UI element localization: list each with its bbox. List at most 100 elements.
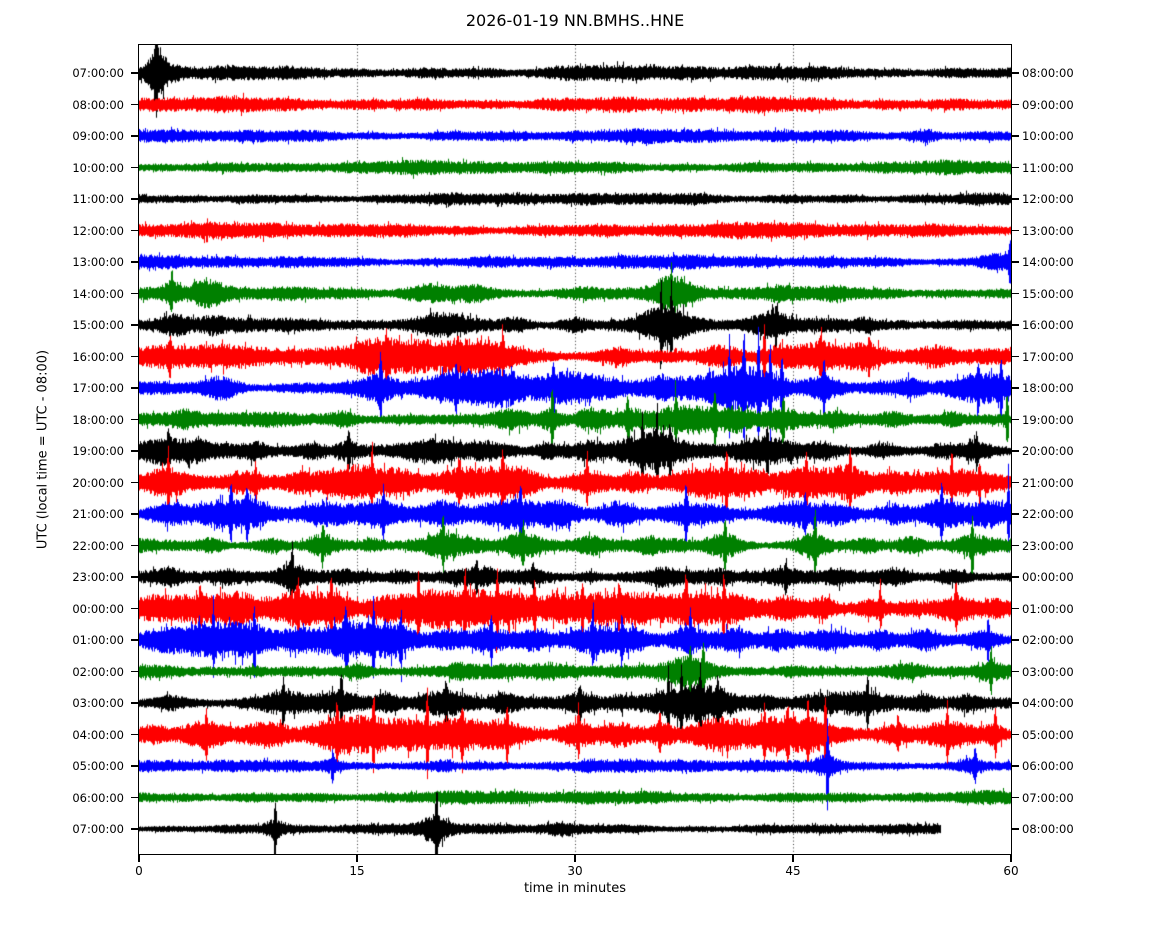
- y-tick-mark-left: [131, 765, 138, 767]
- y-tick-mark-right: [1012, 292, 1019, 295]
- y-tick-label-end-time: 08:00:00: [1022, 66, 1074, 80]
- y-tick-mark-left: [131, 135, 138, 137]
- y-tick-label-utc: 03:00:00: [72, 696, 124, 710]
- y-tick-mark-left: [131, 607, 138, 610]
- y-tick-mark-left: [131, 229, 138, 232]
- x-axis-label: time in minutes: [523, 881, 627, 896]
- y-tick-mark-right: [1012, 702, 1019, 704]
- y-tick-mark-right: [1012, 418, 1019, 421]
- y-tick-mark-right: [1012, 72, 1019, 74]
- x-tick-mark: [1010, 855, 1012, 862]
- x-tick-mark: [356, 855, 358, 862]
- y-tick-mark-left: [131, 796, 138, 799]
- y-tick-label-end-time: 07:00:00: [1022, 790, 1074, 805]
- x-tick-label: 45: [785, 864, 801, 878]
- y-tick-label-end-time: 03:00:00: [1022, 664, 1074, 679]
- y-tick-mark-left: [131, 576, 138, 578]
- x-tick-label: 0: [135, 864, 143, 878]
- y-tick-label-utc: 05:00:00: [72, 759, 124, 773]
- y-tick-mark-right: [1012, 513, 1019, 515]
- y-tick-mark-right: [1012, 670, 1019, 673]
- y-tick-mark-left: [131, 544, 138, 547]
- y-tick-label-end-time: 04:00:00: [1022, 696, 1074, 710]
- y-tick-label-end-time: 13:00:00: [1022, 223, 1074, 238]
- y-tick-label-utc: 17:00:00: [72, 381, 124, 395]
- y-tick-label-utc: 04:00:00: [72, 727, 124, 742]
- x-tick-label: 30: [567, 864, 583, 878]
- y-tick-label-utc: 16:00:00: [72, 349, 124, 364]
- y-tick-label-end-time: 09:00:00: [1022, 97, 1074, 112]
- y-tick-label-utc: 06:00:00: [72, 790, 124, 805]
- x-tick-mark: [792, 855, 794, 862]
- y-tick-label-end-time: 23:00:00: [1022, 538, 1074, 553]
- y-tick-mark-right: [1012, 324, 1019, 326]
- y-tick-label-end-time: 11:00:00: [1022, 160, 1074, 175]
- y-tick-mark-left: [131, 418, 138, 421]
- y-tick-mark-left: [131, 292, 138, 295]
- y-tick-label-end-time: 05:00:00: [1022, 727, 1074, 742]
- y-tick-mark-left: [131, 513, 138, 515]
- y-tick-label-end-time: 10:00:00: [1022, 129, 1074, 143]
- y-tick-label-utc: 23:00:00: [72, 570, 124, 584]
- y-tick-mark-right: [1012, 450, 1019, 452]
- y-tick-label-utc: 14:00:00: [72, 286, 124, 301]
- y-tick-label-utc: 18:00:00: [72, 412, 124, 427]
- y-tick-mark-right: [1012, 229, 1019, 232]
- y-tick-label-end-time: 17:00:00: [1022, 349, 1074, 364]
- y-tick-mark-left: [131, 450, 138, 452]
- y-tick-label-utc: 19:00:00: [72, 444, 124, 458]
- y-tick-mark-left: [131, 355, 138, 358]
- y-tick-label-utc: 12:00:00: [72, 223, 124, 238]
- y-tick-label-end-time: 06:00:00: [1022, 759, 1074, 773]
- y-tick-label-end-time: 18:00:00: [1022, 381, 1074, 395]
- y-tick-label-utc: 08:00:00: [72, 97, 124, 112]
- y-tick-label-utc: 00:00:00: [72, 601, 124, 616]
- y-tick-mark-left: [131, 733, 138, 736]
- y-tick-mark-left: [131, 828, 138, 830]
- y-tick-mark-left: [131, 198, 138, 200]
- y-tick-label-end-time: 21:00:00: [1022, 475, 1074, 490]
- y-tick-label-end-time: 12:00:00: [1022, 192, 1074, 206]
- y-tick-mark-left: [131, 261, 138, 263]
- y-tick-mark-left: [131, 702, 138, 704]
- y-tick-label-utc: 09:00:00: [72, 129, 124, 143]
- y-tick-mark-left: [131, 72, 138, 74]
- y-tick-label-end-time: 01:00:00: [1022, 601, 1074, 616]
- y-tick-mark-right: [1012, 135, 1019, 137]
- y-tick-label-utc: 22:00:00: [72, 538, 124, 553]
- y-tick-label-end-time: 02:00:00: [1022, 633, 1074, 647]
- seismogram-canvas: [139, 45, 1011, 854]
- x-tick-mark: [138, 855, 140, 862]
- y-tick-label-end-time: 19:00:00: [1022, 412, 1074, 427]
- y-tick-mark-left: [131, 481, 138, 484]
- y-tick-label-utc: 11:00:00: [72, 192, 124, 206]
- y-tick-label-end-time: 15:00:00: [1022, 286, 1074, 301]
- y-tick-mark-left: [131, 387, 138, 389]
- y-tick-mark-right: [1012, 576, 1019, 578]
- y-tick-mark-right: [1012, 261, 1019, 263]
- y-tick-mark-left: [131, 103, 138, 106]
- y-tick-mark-left: [131, 670, 138, 673]
- y-tick-label-end-time: 00:00:00: [1022, 570, 1074, 584]
- y-tick-mark-right: [1012, 607, 1019, 610]
- y-tick-mark-right: [1012, 355, 1019, 358]
- x-tick-mark: [574, 855, 576, 862]
- y-tick-mark-right: [1012, 796, 1019, 799]
- y-tick-label-utc: 02:00:00: [72, 664, 124, 679]
- y-tick-mark-right: [1012, 481, 1019, 484]
- y-tick-label-utc: 07:00:00: [72, 66, 124, 80]
- y-tick-label-utc: 07:00:00: [72, 822, 124, 836]
- y-tick-mark-left: [131, 324, 138, 326]
- y-tick-mark-right: [1012, 544, 1019, 547]
- y-tick-label-end-time: 16:00:00: [1022, 318, 1074, 332]
- x-tick-label: 15: [349, 864, 365, 878]
- x-tick-label: 60: [1003, 864, 1019, 878]
- y-tick-mark-right: [1012, 765, 1019, 767]
- y-tick-label-utc: 20:00:00: [72, 475, 124, 490]
- chart-title: 2026-01-19 NN.BMHS..HNE: [465, 11, 685, 30]
- y-tick-label-utc: 15:00:00: [72, 318, 124, 332]
- plot-area: [138, 44, 1012, 855]
- y-tick-label-end-time: 08:00:00: [1022, 822, 1074, 836]
- y-tick-label-end-time: 22:00:00: [1022, 507, 1074, 521]
